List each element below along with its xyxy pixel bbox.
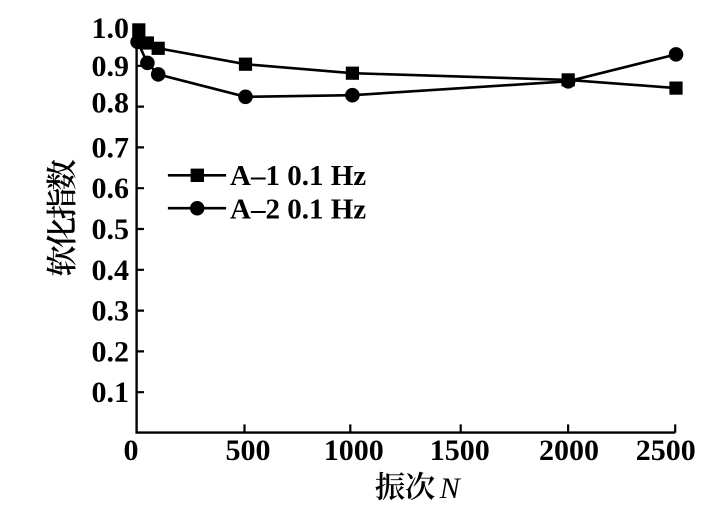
svg-text:0.7: 0.7: [92, 131, 130, 164]
svg-text:0.6: 0.6: [92, 172, 130, 205]
svg-text:A–2 0.1 Hz: A–2 0.1 Hz: [230, 193, 366, 225]
svg-text:0.4: 0.4: [92, 254, 130, 287]
svg-text:0.2: 0.2: [92, 335, 130, 368]
svg-text:A–1 0.1 Hz: A–1 0.1 Hz: [230, 160, 366, 192]
svg-text:1.0: 1.0: [92, 12, 130, 45]
svg-text:0.9: 0.9: [92, 50, 130, 83]
svg-text:0.1: 0.1: [92, 376, 130, 409]
svg-text:1500: 1500: [430, 434, 490, 467]
svg-text:2000: 2000: [539, 434, 599, 467]
svg-text:0: 0: [124, 434, 139, 467]
svg-text:2500: 2500: [636, 434, 696, 467]
svg-text:0.8: 0.8: [92, 87, 130, 120]
svg-text:N: N: [439, 472, 462, 505]
svg-text:0.5: 0.5: [92, 213, 130, 246]
svg-text:0.3: 0.3: [92, 295, 130, 328]
svg-text:1000: 1000: [324, 434, 384, 467]
svg-text:500: 500: [226, 434, 271, 467]
